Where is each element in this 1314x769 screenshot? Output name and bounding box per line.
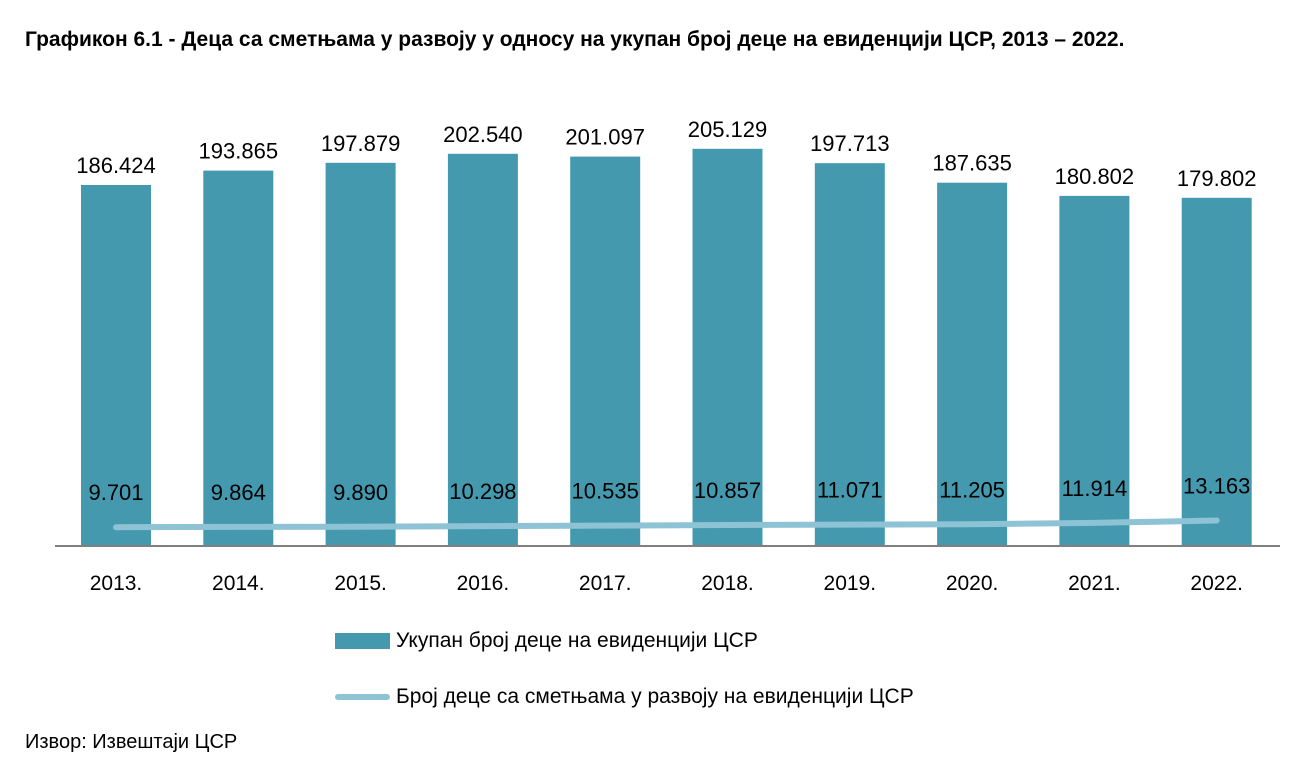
chart: 186.424 193.865 197.879 202.540 201.097 205.1… [55,117,1280,595]
line-series [113,517,1220,531]
x-tick-label: 2014. [212,572,265,595]
line-value-label: 11.914 [1062,476,1128,501]
x-tick-label: 2020. [946,572,999,595]
bar-value-label: 179.802 [1177,166,1257,191]
bar-value-label: 193.865 [199,139,279,164]
bar-3 [447,153,518,547]
bar-6 [814,163,885,546]
legend-item-total: Укупан број деце на евиденцији ЦСР [335,618,914,664]
bar-value-label: 187.635 [932,151,1012,176]
x-tick-label: 2015. [334,572,387,595]
line-value-label: 9.701 [88,480,143,505]
bar-5 [692,148,763,547]
x-tick-label: 2019. [824,572,877,595]
legend-swatch-line [335,694,390,700]
bar-value-label: 201.097 [565,125,645,150]
line-value-label: 10.535 [572,479,639,504]
bar-series [81,148,1252,547]
legend-label-disabilities: Број деце са сметњама у развоју на евиде… [396,685,914,708]
line-value-label: 11.205 [939,477,1005,502]
line-value-label: 10.298 [449,479,516,504]
x-tick-label: 2018. [701,572,754,595]
x-tick-label: 2016. [457,572,510,595]
x-axis-tick-labels: 2013. 2014. 2015. 2016. 2017. 2018. 2019. 2020.… [90,572,1243,595]
bar-value-labels: 186.424 193.865 197.879 202.540 201.097 205.1… [76,117,1256,191]
legend-swatch-bar [335,633,390,649]
legend-item-disabilities: Број деце са сметњама у развоју на евиде… [335,674,914,720]
bar-9 [1181,197,1252,547]
bar-8 [1059,195,1130,546]
bar-value-label: 180.802 [1055,164,1135,189]
legend-label-total: Укупан број деце на евиденцији ЦСР [396,629,758,652]
bar-2 [325,162,396,547]
x-tick-label: 2021. [1068,572,1121,595]
line-value-labels: 9.701 9.864 9.890 10.298 10.535 10.857 11.071 1… [88,474,1250,506]
bar-0 [81,185,151,546]
line-value-label: 9.864 [211,480,266,505]
x-tick-label: 2022. [1190,572,1243,595]
bar-value-label: 202.540 [443,122,523,147]
bar-value-label: 197.879 [321,131,401,156]
bar-7 [937,182,1008,546]
line-value-label: 13.163 [1183,474,1250,499]
line-value-label: 10.857 [694,478,761,503]
bar-value-label: 197.713 [810,131,890,156]
source-note: Извор: Извештаји ЦСР [25,731,238,753]
x-tick-label: 2013. [90,572,143,595]
chart-title: Графикон 6.1 - Деца са сметњама у развој… [25,28,1125,51]
bar-value-label: 186.424 [76,153,156,178]
line-value-label: 11.071 [817,478,883,503]
bar-1 [203,170,274,546]
bar-4 [570,156,641,546]
legend: Укупан број деце на евиденцији ЦСР Број … [335,618,914,730]
bar-value-label: 205.129 [688,117,768,142]
line-value-label: 9.890 [333,480,388,505]
x-tick-label: 2017. [579,572,632,595]
